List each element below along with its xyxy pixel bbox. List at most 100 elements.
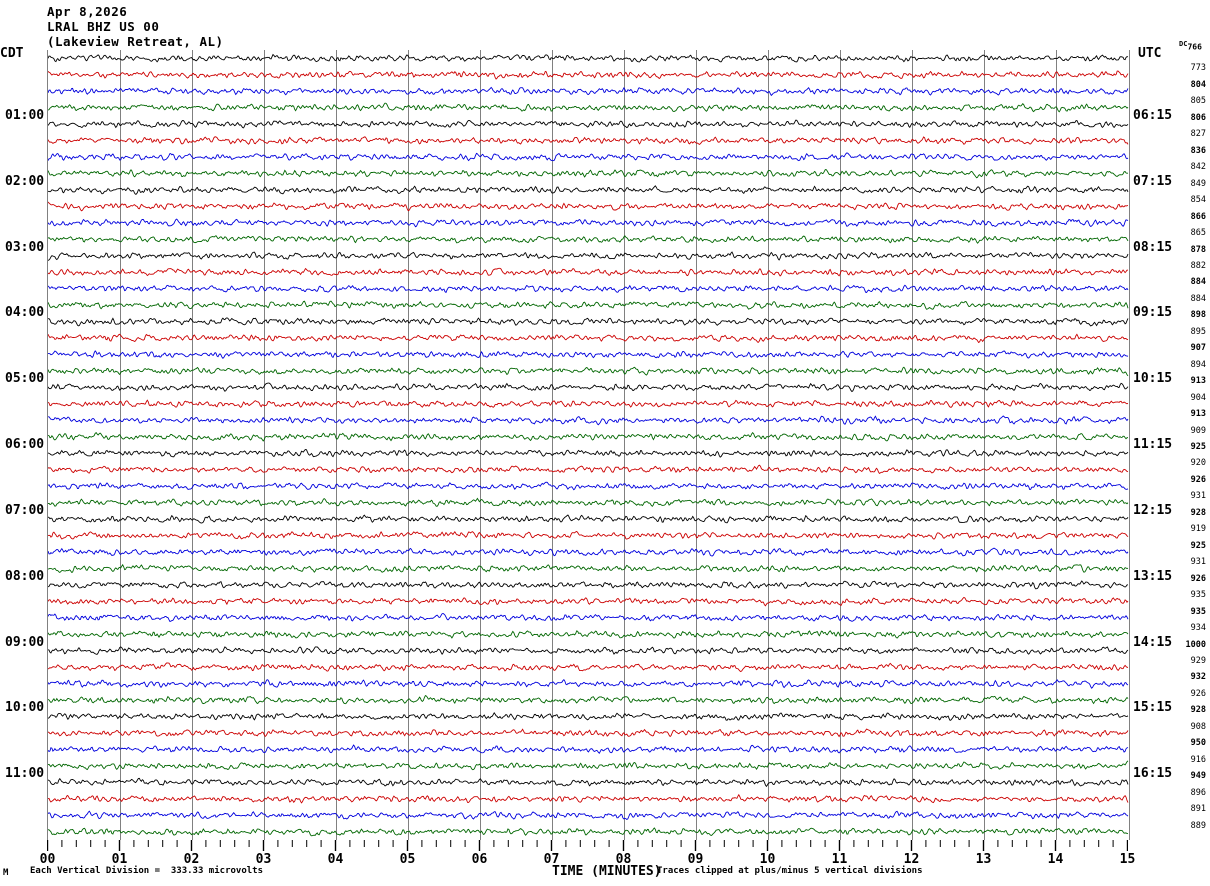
dc-value: 929 xyxy=(1190,655,1206,666)
hour-label-local: 09:00 xyxy=(5,634,45,650)
seismic-trace xyxy=(48,497,1129,507)
x-tick-label: 10 xyxy=(759,852,776,867)
hour-label-utc: 15:15 xyxy=(1133,700,1173,716)
dc-value: 836 xyxy=(1190,145,1206,156)
hour-label-local: 06:00 xyxy=(5,437,45,452)
dc-value: 866 xyxy=(1190,211,1206,222)
dc-value: 884 xyxy=(1190,293,1206,304)
dc-value: 926 xyxy=(1190,688,1206,699)
hour-label-local: 03:00 xyxy=(5,239,45,255)
dc-value: 928 xyxy=(1190,705,1206,716)
seismic-trace xyxy=(48,102,1129,113)
dc-value: 909 xyxy=(1190,425,1206,436)
dc-value: 932 xyxy=(1190,672,1206,683)
seismic-trace xyxy=(48,218,1129,228)
x-axis xyxy=(47,840,1128,864)
seismic-trace xyxy=(48,679,1129,689)
dc-value: 805 xyxy=(1190,96,1206,107)
seismic-trace xyxy=(48,760,1129,771)
dc-value: 865 xyxy=(1190,228,1206,239)
x-tick-label: 15 xyxy=(1119,852,1136,867)
dc-value: 920 xyxy=(1190,458,1206,469)
dc-value: 827 xyxy=(1190,129,1206,140)
seismic-trace xyxy=(48,547,1129,557)
x-tick-label: 07 xyxy=(543,852,560,867)
dc-value: 913 xyxy=(1190,409,1206,420)
x-tick-label: 08 xyxy=(615,852,632,867)
seismic-trace xyxy=(48,399,1129,408)
dc-value: 925 xyxy=(1190,442,1206,452)
dc-value: 804 xyxy=(1190,79,1206,90)
hour-label-utc: 14:15 xyxy=(1133,634,1173,650)
x-tick-label: 00 xyxy=(39,852,56,867)
hour-label-utc: 06:15 xyxy=(1133,107,1173,123)
dc-value: 934 xyxy=(1190,623,1206,634)
x-tick-label: 13 xyxy=(975,852,992,867)
hour-label-utc: 16:15 xyxy=(1133,766,1173,782)
seismic-trace xyxy=(48,382,1129,393)
seismic-trace xyxy=(48,152,1129,162)
x-tick-label: 06 xyxy=(471,852,488,867)
seismic-trace xyxy=(48,728,1129,738)
dc-value: 935 xyxy=(1190,590,1206,601)
seismic-trace xyxy=(48,201,1129,212)
seismic-trace xyxy=(48,449,1129,458)
x-tick-label: 05 xyxy=(399,852,416,867)
hour-label-local: 02:00 xyxy=(5,173,45,189)
hour-label-local: 04:00 xyxy=(5,305,45,321)
clipping-note: Traces clipped at plus/minus 5 vertical … xyxy=(657,866,923,876)
seismic-trace xyxy=(48,612,1129,623)
dc-value: 950 xyxy=(1190,738,1206,749)
seismic-trace xyxy=(48,70,1129,80)
seismic-trace xyxy=(48,481,1129,491)
hour-label-utc: 10:15 xyxy=(1133,371,1173,387)
x-tick-label: 09 xyxy=(687,852,704,867)
seismogram-plot-area[interactable] xyxy=(47,50,1130,840)
corner-mark: M xyxy=(3,868,9,878)
seismic-trace xyxy=(48,827,1129,837)
seismic-trace xyxy=(48,415,1129,426)
x-tick-label: 11 xyxy=(831,852,848,867)
x-tick-label: 14 xyxy=(1047,852,1064,867)
seismic-trace xyxy=(48,431,1129,442)
x-tick-label: 01 xyxy=(111,852,128,867)
dc-value: 773 xyxy=(1190,63,1206,74)
dc-header-text: DC xyxy=(1179,40,1188,48)
dc-value: 884 xyxy=(1190,277,1206,288)
hour-label-utc: 07:15 xyxy=(1133,173,1173,189)
hour-label-local: 05:00 xyxy=(5,371,45,387)
hour-label-local: 10:00 xyxy=(5,700,45,716)
hour-label-local: 01:00 xyxy=(5,107,45,123)
dc-value: 891 xyxy=(1190,804,1206,815)
seismic-trace xyxy=(48,86,1129,97)
dc-value: 842 xyxy=(1190,162,1206,173)
seismic-trace xyxy=(48,596,1129,607)
hour-label-utc: 12:15 xyxy=(1133,502,1173,518)
right-timezone-label: UTC xyxy=(1138,46,1162,61)
seismic-trace xyxy=(48,300,1129,310)
seismic-trace xyxy=(48,251,1129,261)
x-tick-label: 12 xyxy=(903,852,920,867)
x-tick-label: 03 xyxy=(255,852,272,867)
seismic-trace xyxy=(48,793,1129,804)
dc-value: 925 xyxy=(1190,540,1206,551)
left-timezone-label: CDT xyxy=(0,46,24,61)
dc-value: 882 xyxy=(1190,260,1206,271)
seismic-trace xyxy=(48,185,1129,195)
record-date: Apr 8,2026 xyxy=(47,4,128,19)
seismic-trace xyxy=(48,646,1129,656)
hour-label-local: 11:00 xyxy=(5,766,45,782)
seismic-trace xyxy=(48,333,1129,344)
x-tick-label: 02 xyxy=(183,852,200,867)
dc-value: 896 xyxy=(1190,787,1206,798)
seismic-trace xyxy=(48,630,1129,639)
seismic-trace xyxy=(48,695,1129,705)
seismogram-traces xyxy=(48,50,1129,840)
seismic-trace xyxy=(48,711,1129,722)
dc-value: 849 xyxy=(1190,178,1206,189)
seismic-trace xyxy=(48,284,1129,294)
seismic-trace xyxy=(48,119,1129,129)
dc-value: 916 xyxy=(1190,754,1206,765)
dc-column-header: DC766 xyxy=(1179,40,1202,52)
seismic-trace xyxy=(48,169,1129,179)
